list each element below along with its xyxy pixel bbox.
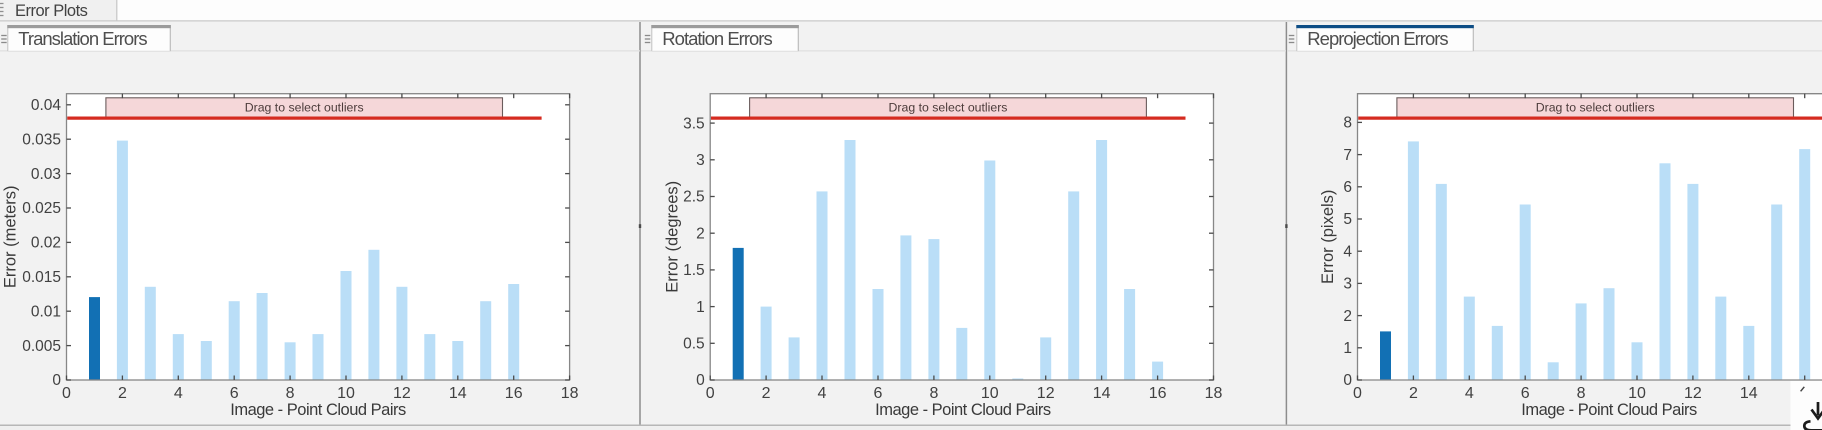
svg-text:18: 18 — [561, 385, 579, 402]
svg-text:2: 2 — [118, 385, 127, 402]
svg-text:14: 14 — [1093, 385, 1111, 402]
svg-text:10: 10 — [981, 385, 999, 402]
svg-text:16: 16 — [1149, 385, 1167, 402]
svg-text:0.5: 0.5 — [683, 336, 705, 353]
svg-text:0.04: 0.04 — [31, 97, 62, 114]
svg-text:Error Plots: Error Plots — [15, 2, 88, 20]
svg-text:2: 2 — [696, 225, 705, 242]
svg-text:0.02: 0.02 — [31, 235, 61, 252]
svg-text:Drag to select outliers: Drag to select outliers — [1536, 101, 1655, 115]
svg-text:14: 14 — [449, 385, 467, 402]
svg-text:0: 0 — [706, 385, 715, 402]
svg-text:10: 10 — [337, 385, 355, 402]
svg-text:10: 10 — [1628, 385, 1646, 402]
svg-text:12: 12 — [1037, 385, 1055, 402]
svg-text:18: 18 — [1205, 385, 1223, 402]
svg-text:0.035: 0.035 — [22, 131, 61, 148]
svg-text:0.01: 0.01 — [31, 303, 61, 320]
svg-text:0: 0 — [1343, 372, 1352, 389]
svg-text:12: 12 — [393, 385, 411, 402]
svg-text:Image - Point Cloud Pairs: Image - Point Cloud Pairs — [1521, 401, 1697, 419]
svg-text:5: 5 — [1343, 211, 1352, 228]
svg-text:4: 4 — [1343, 243, 1352, 260]
svg-text:Error (pixels): Error (pixels) — [1319, 190, 1337, 284]
svg-text:Error (degrees): Error (degrees) — [663, 181, 681, 293]
svg-text:8: 8 — [286, 385, 295, 402]
svg-text:3: 3 — [696, 152, 705, 169]
svg-text:7: 7 — [1343, 147, 1352, 164]
svg-text:2: 2 — [1409, 385, 1418, 402]
svg-text:4: 4 — [818, 385, 827, 402]
svg-text:Rotation Errors: Rotation Errors — [662, 28, 772, 49]
svg-text:4: 4 — [174, 385, 183, 402]
svg-text:Reprojection Errors: Reprojection Errors — [1307, 28, 1448, 49]
svg-text:6: 6 — [230, 385, 239, 402]
svg-text:0: 0 — [52, 372, 61, 389]
svg-text:4: 4 — [1465, 385, 1474, 402]
svg-text:Translation Errors: Translation Errors — [18, 28, 147, 49]
svg-text:16: 16 — [505, 385, 523, 402]
svg-text:0: 0 — [62, 385, 71, 402]
svg-text:6: 6 — [874, 385, 883, 402]
svg-text:1.5: 1.5 — [683, 262, 705, 279]
svg-text:Error (meters): Error (meters) — [2, 185, 20, 288]
svg-text:1: 1 — [1343, 340, 1352, 357]
svg-text:0.025: 0.025 — [22, 200, 61, 217]
svg-text:Drag to select outliers: Drag to select outliers — [245, 101, 364, 115]
svg-text:2.5: 2.5 — [683, 189, 705, 206]
svg-text:1: 1 — [696, 299, 705, 316]
svg-text:Image - Point Cloud Pairs: Image - Point Cloud Pairs — [875, 401, 1051, 419]
svg-text:8: 8 — [1343, 115, 1352, 132]
svg-text:2: 2 — [1343, 308, 1352, 325]
svg-text:0: 0 — [1353, 385, 1362, 402]
svg-text:Image - Point Cloud Pairs: Image - Point Cloud Pairs — [230, 401, 406, 419]
svg-text:0: 0 — [696, 372, 705, 389]
svg-text:3.5: 3.5 — [683, 115, 705, 132]
svg-text:6: 6 — [1343, 179, 1352, 196]
svg-text:0.015: 0.015 — [22, 269, 61, 286]
svg-text:3: 3 — [1343, 276, 1352, 293]
svg-text:8: 8 — [1577, 385, 1586, 402]
svg-text:8: 8 — [929, 385, 938, 402]
svg-text:2: 2 — [762, 385, 771, 402]
svg-text:0.03: 0.03 — [31, 166, 61, 183]
svg-text:12: 12 — [1684, 385, 1702, 402]
svg-text:Drag to select outliers: Drag to select outliers — [889, 101, 1008, 115]
svg-text:14: 14 — [1740, 385, 1758, 402]
svg-text:6: 6 — [1521, 385, 1530, 402]
svg-text:0.005: 0.005 — [22, 338, 61, 355]
